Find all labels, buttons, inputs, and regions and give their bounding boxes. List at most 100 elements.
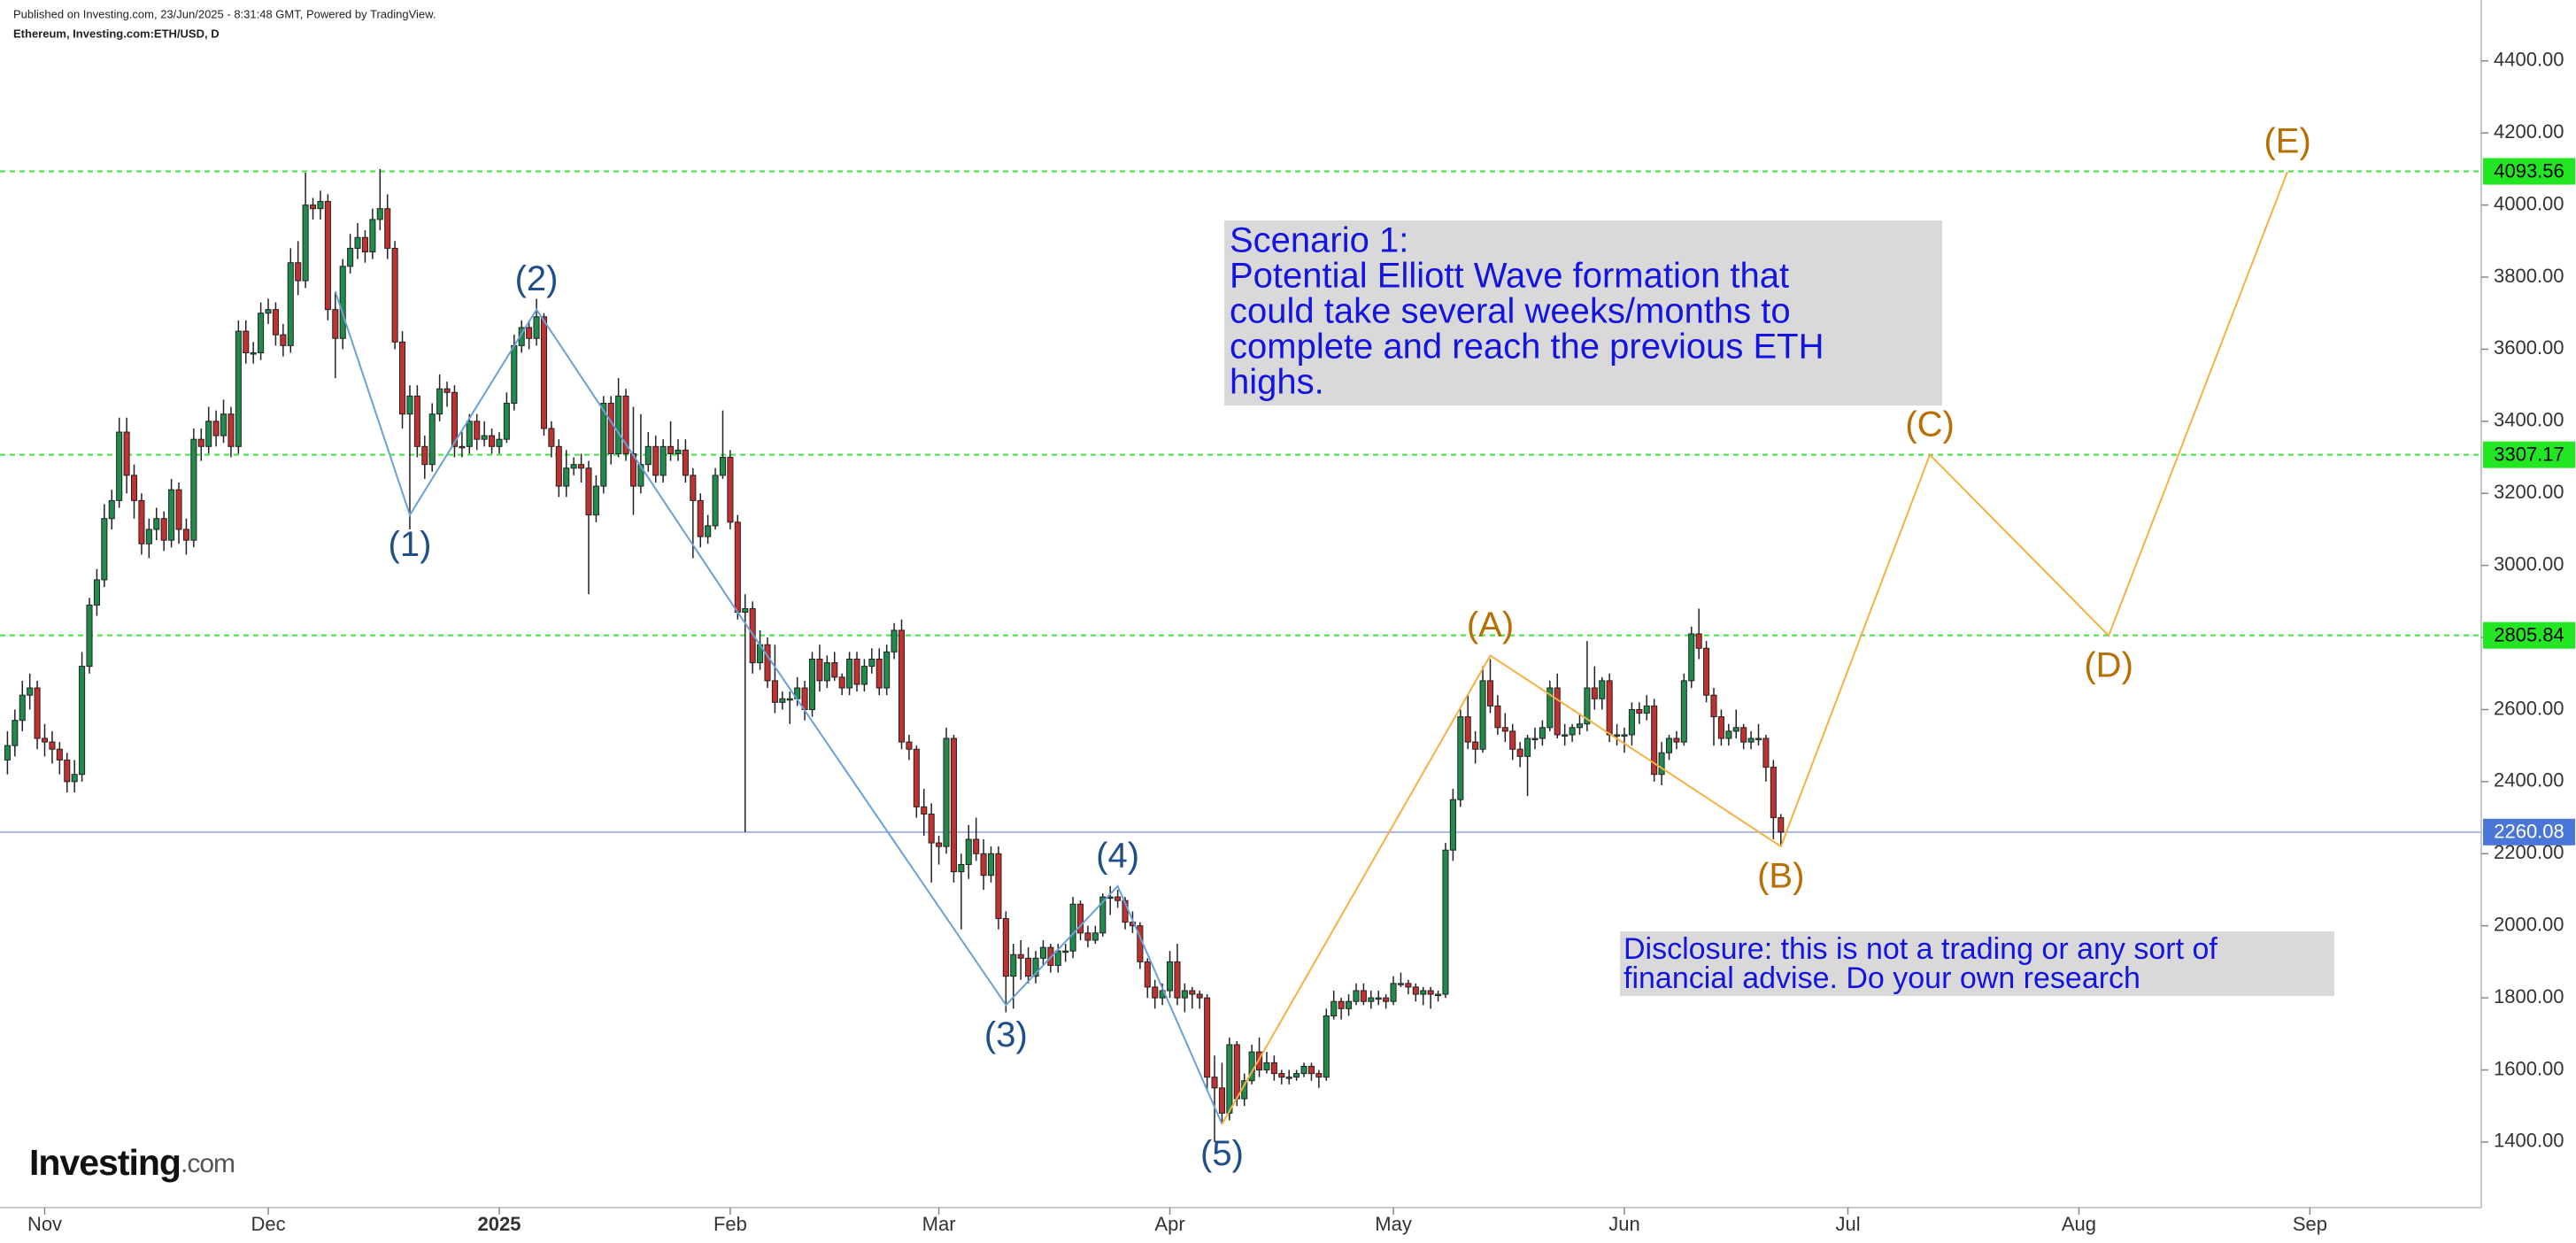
candle-body — [197, 438, 204, 447]
candle-body — [1211, 1077, 1218, 1089]
candle-body — [212, 421, 220, 436]
candle-body — [965, 838, 972, 865]
y-tick-label: 4000.00 — [2494, 192, 2564, 214]
candle-body — [592, 485, 599, 516]
candle-body — [406, 395, 413, 415]
candle-body — [496, 438, 503, 447]
candle-body — [310, 205, 317, 210]
candle-body — [399, 341, 406, 415]
candle-body — [1226, 1044, 1233, 1114]
candle-body — [1338, 1000, 1345, 1009]
candle-body — [1383, 997, 1390, 1002]
wave-label: (B) — [1757, 857, 1804, 896]
x-tick-label: Jul — [1835, 1213, 1860, 1235]
candle-body — [1740, 727, 1747, 743]
candle-body — [391, 247, 398, 343]
candle-body — [1099, 896, 1107, 934]
wave-label: (1) — [389, 525, 432, 564]
candle-body — [727, 457, 734, 523]
wave-line — [334, 290, 1223, 1125]
candle-body — [1405, 983, 1412, 988]
candle-body — [354, 236, 361, 249]
candle-body — [891, 629, 898, 652]
candle-body — [1762, 737, 1770, 768]
price-level-label: 3307.17 — [2494, 443, 2564, 465]
candle-body — [1204, 997, 1211, 1078]
candle-body — [808, 658, 816, 710]
candle-body — [958, 863, 965, 873]
candle-body — [182, 529, 189, 541]
candle-body — [1054, 950, 1061, 966]
y-tick-label: 3400.00 — [2494, 409, 2564, 431]
x-tick-label: Apr — [1154, 1213, 1184, 1235]
candle-body — [1569, 727, 1576, 736]
candle-body — [145, 529, 152, 544]
wave-label: (3) — [984, 1015, 1028, 1054]
candle-body — [101, 518, 108, 581]
candle-body — [831, 662, 838, 678]
candle-body — [950, 737, 957, 873]
candle-body — [421, 445, 428, 466]
candle-body — [1307, 1065, 1315, 1075]
wave-label: (E) — [2264, 121, 2310, 160]
candle-body — [779, 698, 786, 703]
candle-body — [898, 629, 906, 743]
candle-body — [1062, 950, 1069, 953]
candle-body — [71, 774, 78, 783]
candle-body — [347, 247, 354, 267]
candle-body — [995, 853, 1002, 920]
candle-body — [1039, 946, 1046, 959]
text-box — [1224, 220, 1942, 405]
candle-body — [1643, 705, 1650, 714]
y-tick-label: 2400.00 — [2494, 769, 2564, 791]
candle-body — [1181, 990, 1188, 999]
candle-body — [1256, 1051, 1263, 1071]
candle-body — [1695, 633, 1702, 649]
candle-body — [1330, 1000, 1338, 1016]
candle-body — [1770, 767, 1777, 819]
candle-body — [1270, 1062, 1277, 1075]
candle-body — [555, 445, 562, 487]
candle-body — [376, 208, 383, 220]
candle-body — [615, 395, 622, 454]
candle-body — [451, 391, 458, 447]
candle-body — [369, 219, 376, 253]
candle-body — [1479, 680, 1486, 750]
candle-body — [578, 464, 585, 469]
candle-body — [1606, 680, 1613, 736]
text-box-line: Potential Elliott Wave formation that — [1230, 257, 1789, 296]
candle-body — [1397, 983, 1405, 985]
candle-body — [585, 467, 592, 516]
text-box — [1620, 931, 2334, 996]
candle-body — [816, 658, 823, 682]
candle-body — [540, 316, 548, 429]
candle-body — [1755, 737, 1762, 741]
y-tick-label: 4400.00 — [2494, 49, 2564, 71]
candle-body — [1546, 687, 1554, 729]
candle-body — [1778, 817, 1785, 833]
wave-label: (4) — [1096, 836, 1139, 875]
candle-body — [428, 413, 436, 466]
candle-body — [652, 445, 659, 476]
candle-body — [1457, 716, 1464, 800]
candle-body — [1628, 708, 1635, 736]
candle-body — [570, 464, 577, 469]
wave-label: (C) — [1905, 405, 1955, 444]
candle-body — [138, 499, 145, 544]
candle-body — [1591, 687, 1598, 699]
candle-body — [853, 658, 860, 685]
candle-body — [526, 327, 533, 339]
candle-body — [1665, 737, 1673, 753]
candle-body — [220, 413, 228, 436]
candle-body — [913, 748, 920, 807]
candle-body — [1442, 849, 1449, 995]
candle-body — [622, 395, 629, 454]
candle-body — [287, 262, 294, 346]
y-tick-label: 1400.00 — [2494, 1130, 2564, 1152]
candle-body — [883, 651, 891, 689]
text-box-line: financial advise. Do your own research — [1623, 961, 2140, 995]
candle-body — [1368, 997, 1375, 1002]
candle-body — [481, 435, 488, 440]
candle-body — [1710, 694, 1717, 718]
